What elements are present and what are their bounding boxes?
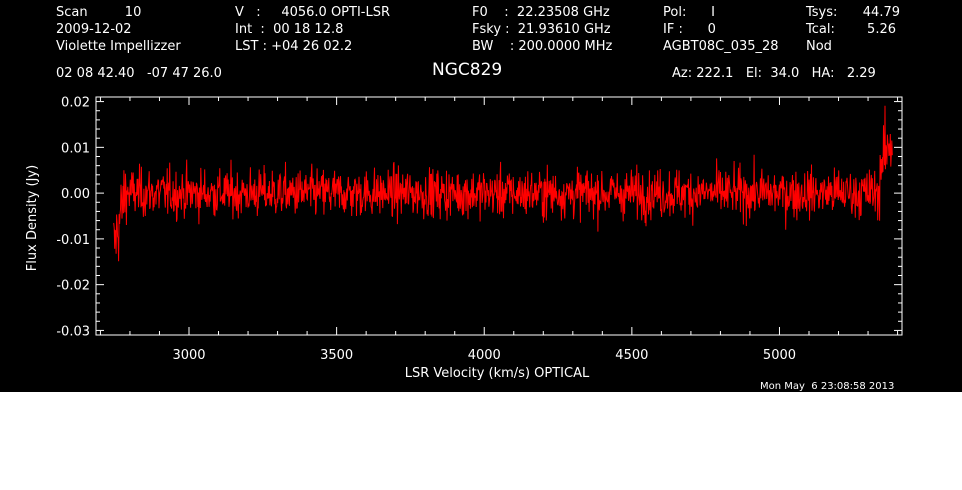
y-tick-label: -0.03 [56, 324, 90, 339]
plot-timestamp: Mon May 6 23:08:58 2013 [760, 381, 895, 392]
header-source: NGC829 [432, 60, 503, 80]
header-tsys-value: 44.79 [862, 5, 900, 20]
header-tcal-label: Tcal: [806, 22, 835, 37]
header-project: AGBT08C_035_28 [663, 39, 779, 54]
header-if: IF : 0 [663, 22, 716, 37]
y-axis-label: Flux Density (Jy) [25, 165, 40, 271]
header-date: 2009-12-02 [56, 22, 132, 37]
header-scan: Scan 10 [56, 5, 142, 20]
header-velocity: V : 4056.0 OPTI-LSR [235, 5, 391, 20]
header-lst: LST : +04 26 02.2 [235, 39, 353, 54]
y-tick-label: 0.02 [61, 96, 90, 111]
x-tick-label: 4500 [615, 348, 648, 363]
header-bw: BW : 200.0000 MHz [472, 39, 613, 54]
header-observer: Violette Impellizzer [56, 39, 181, 54]
header-fsky: Fsky : 21.93610 GHz [472, 22, 611, 37]
header-azelha: Az: 222.1 El: 34.0 HA: 2.29 [672, 66, 876, 81]
plot-panel: Scan 10 2009-12-02 Violette Impellizzer … [0, 0, 962, 392]
header-pol: Pol: I [663, 5, 715, 20]
header-integration: Int : 00 18 12.8 [235, 22, 344, 37]
y-tick-label: 0.01 [61, 141, 90, 156]
header-procedure: Nod [806, 39, 832, 54]
x-tick-label: 4000 [468, 348, 501, 363]
y-tick-label: -0.01 [56, 233, 90, 248]
x-tick-label: 3000 [172, 348, 205, 363]
x-tick-label: 5000 [763, 348, 796, 363]
header-coords: 02 08 42.40 -07 47 26.0 [56, 66, 222, 81]
header-tsys-label: Tsys: [806, 5, 838, 20]
x-tick-label: 3500 [320, 348, 353, 363]
spectrum-chart: 3000 3500 4000 4500 5000 0.02 0.01 0.00 -0.01 -0.… [25, 96, 903, 381]
spectrum-trace [113, 105, 893, 262]
header-f0: F0 : 22.23508 GHz [472, 5, 610, 20]
y-tick-label: 0.00 [61, 187, 90, 202]
x-axis-label: LSR Velocity (km/s) OPTICAL [405, 366, 590, 381]
y-tick-label: -0.02 [56, 279, 90, 294]
plot-frame [95, 96, 903, 336]
header-tcal-value: 5.26 [867, 22, 896, 37]
